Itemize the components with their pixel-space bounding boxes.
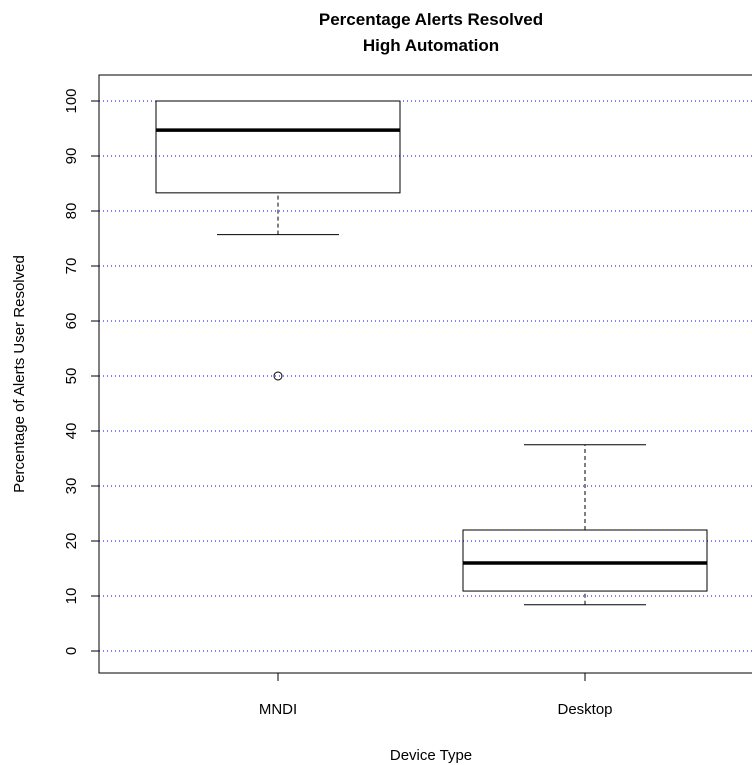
y-tick-label: 100 (63, 88, 80, 113)
y-tick-label: 70 (63, 258, 80, 275)
x-axis-label: Device Type (390, 747, 472, 764)
chart-subtitle: High Automation (363, 36, 499, 55)
x-axis: MNDI Desktop (259, 673, 613, 718)
y-tick-label: 40 (63, 423, 80, 440)
iqr-box (155, 100, 401, 194)
outlier-point (273, 371, 283, 381)
plot-frame (98, 74, 752, 674)
y-tick-label: 50 (63, 368, 80, 385)
y-tick-label: 80 (63, 203, 80, 220)
box-mndi (155, 100, 401, 381)
y-tick-label: 30 (63, 478, 80, 495)
iqr-box (462, 529, 708, 592)
gridlines (99, 100, 752, 652)
chart-title: Percentage Alerts Resolved (319, 10, 543, 29)
box-desktop (462, 444, 708, 606)
y-tick-label: 10 (63, 588, 80, 605)
x-tick-label: MNDI (259, 701, 297, 718)
y-axis-label: Percentage of Alerts User Resolved (11, 255, 28, 493)
y-tick-label: 60 (63, 313, 80, 330)
y-tick-label: 90 (63, 148, 80, 165)
x-tick-label: Desktop (557, 701, 612, 718)
y-axis: 0 10 20 30 40 50 60 70 80 90 100 (63, 88, 99, 655)
y-tick-label: 20 (63, 533, 80, 550)
y-tick-label: 0 (63, 647, 80, 655)
boxes (155, 100, 708, 606)
